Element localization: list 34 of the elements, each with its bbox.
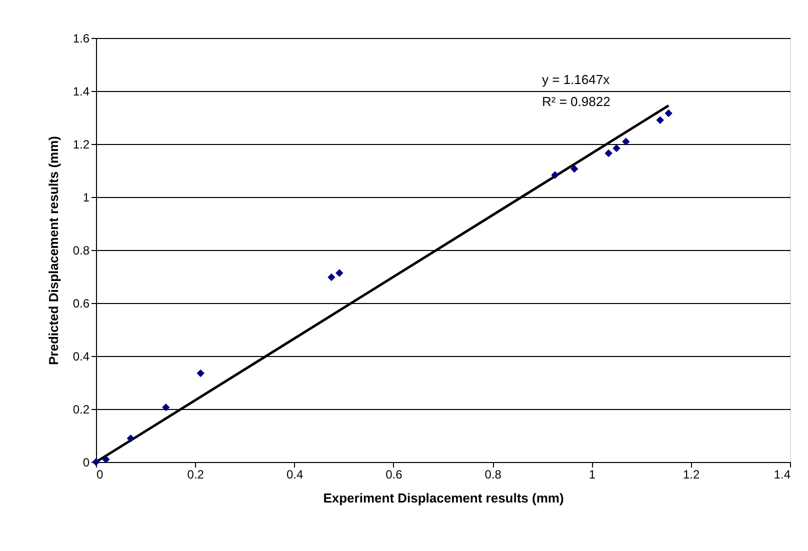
x-tick-label: 1.4 [774, 468, 791, 482]
x-tick-label: 0.4 [286, 468, 304, 482]
point [612, 144, 620, 152]
x-tick-label: 0.2 [187, 468, 204, 482]
point [551, 171, 559, 179]
point [126, 434, 135, 442]
y-tick-label: 1.4 [72, 84, 90, 98]
point [622, 138, 630, 146]
point [570, 165, 578, 173]
point [656, 116, 664, 124]
annotation: y = 1.1647x [542, 72, 610, 87]
x-axis-title: Experiment Displacement results (mm) [323, 490, 564, 506]
y-tick-label: 1.2 [72, 138, 90, 152]
point [328, 273, 336, 282]
y-tick-label: 0.8 [72, 244, 90, 258]
x-tick-label: 1.2 [683, 468, 700, 482]
point [102, 455, 110, 464]
x-tick-label: 1 [588, 468, 596, 482]
y-tick-label: 0.6 [72, 296, 90, 310]
annotation: R² = 0.9822 [542, 94, 610, 109]
point [664, 109, 672, 118]
y-axis-title: Predicted Displacement results (mm) [46, 136, 61, 366]
y-tick-label: 1 [82, 190, 90, 204]
point [604, 149, 612, 158]
y-tick-label: 0.4 [72, 350, 90, 364]
y-tick-label: 0 [82, 456, 90, 470]
x-tick-label: 0 [96, 468, 104, 482]
point [196, 369, 204, 378]
y-tick-label: 0.2 [72, 402, 90, 416]
x-tick-label: 0.6 [386, 468, 403, 482]
point [162, 404, 170, 412]
point [336, 269, 344, 277]
x-tick-label: 0.8 [484, 468, 502, 482]
y-tick-label: 1.6 [72, 32, 90, 46]
